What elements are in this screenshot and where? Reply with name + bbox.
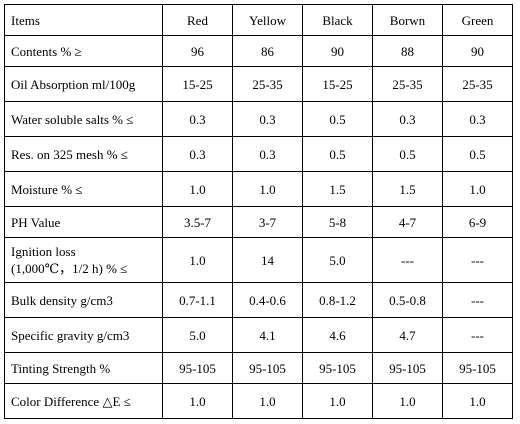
cell-yellow: 14 <box>232 237 303 283</box>
table-row: Oil Absorption ml/100g 15-25 25-35 15-25… <box>4 66 513 102</box>
table-row: Contents % ≥ 96 86 90 88 90 <box>4 35 513 67</box>
row-label: Tinting Strength % <box>4 352 163 384</box>
cell-red: 15-25 <box>162 66 233 102</box>
header-red: Red <box>162 4 233 36</box>
cell-black: 0.5 <box>302 136 373 172</box>
row-label-line: Ignition loss <box>11 244 76 259</box>
cell-yellow: 1.0 <box>232 383 303 419</box>
cell-green: 1.0 <box>442 383 513 419</box>
row-label: Water soluble salts % ≤ <box>4 101 163 137</box>
cell-yellow: 3-7 <box>232 206 303 238</box>
cell-green: 90 <box>442 35 513 67</box>
table-row: Ignition loss (1,000℃，1/2 h) % ≤ 1.0 14 … <box>4 237 513 283</box>
cell-red: 1.0 <box>162 237 233 283</box>
row-label: PH Value <box>4 206 163 238</box>
cell-yellow: 0.3 <box>232 136 303 172</box>
row-label: Bulk density g/cm3 <box>4 282 163 318</box>
cell-black: 5-8 <box>302 206 373 238</box>
cell-black: 15-25 <box>302 66 373 102</box>
cell-green: --- <box>442 282 513 318</box>
table-row: Res. on 325 mesh % ≤ 0.3 0.3 0.5 0.5 0.5 <box>4 136 513 172</box>
table-row: Bulk density g/cm3 0.7-1.1 0.4-0.6 0.8-1… <box>4 282 513 318</box>
cell-green: 0.5 <box>442 136 513 172</box>
cell-red: 0.3 <box>162 101 233 137</box>
row-label: Color Difference △E ≤ <box>4 383 163 419</box>
row-label-line: (1,000℃，1/2 h) % ≤ <box>11 261 128 276</box>
table-row: PH Value 3.5-7 3-7 5-8 4-7 6-9 <box>4 206 513 238</box>
cell-red: 5.0 <box>162 317 233 353</box>
cell-red: 96 <box>162 35 233 67</box>
cell-brown: 88 <box>372 35 443 67</box>
cell-black: 1.0 <box>302 383 373 419</box>
cell-green: 1.0 <box>442 171 513 207</box>
table-row: Tinting Strength % 95-105 95-105 95-105 … <box>4 352 513 384</box>
cell-green: --- <box>442 237 513 283</box>
cell-yellow: 0.3 <box>232 101 303 137</box>
header-yellow: Yellow <box>232 4 303 36</box>
cell-brown: 0.5 <box>372 136 443 172</box>
header-green: Green <box>442 4 513 36</box>
cell-brown: 4-7 <box>372 206 443 238</box>
pigment-spec-table: Items Red Yellow Black Borwn Green Conte… <box>4 4 513 419</box>
cell-brown: --- <box>372 237 443 283</box>
cell-black: 4.6 <box>302 317 373 353</box>
header-items: Items <box>4 4 163 36</box>
cell-green: --- <box>442 317 513 353</box>
cell-black: 90 <box>302 35 373 67</box>
cell-yellow: 1.0 <box>232 171 303 207</box>
cell-red: 95-105 <box>162 352 233 384</box>
cell-black: 1.5 <box>302 171 373 207</box>
table-row: Color Difference △E ≤ 1.0 1.0 1.0 1.0 1.… <box>4 383 513 419</box>
table-row: Moisture % ≤ 1.0 1.0 1.5 1.5 1.0 <box>4 171 513 207</box>
cell-brown: 1.5 <box>372 171 443 207</box>
cell-green: 6-9 <box>442 206 513 238</box>
cell-green: 25-35 <box>442 66 513 102</box>
row-label: Ignition loss (1,000℃，1/2 h) % ≤ <box>4 237 163 283</box>
cell-yellow: 0.4-0.6 <box>232 282 303 318</box>
table-body: Items Red Yellow Black Borwn Green Conte… <box>4 4 513 419</box>
header-brown: Borwn <box>372 4 443 36</box>
cell-yellow: 25-35 <box>232 66 303 102</box>
row-label: Oil Absorption ml/100g <box>4 66 163 102</box>
cell-red: 1.0 <box>162 171 233 207</box>
cell-black: 5.0 <box>302 237 373 283</box>
row-label: Moisture % ≤ <box>4 171 163 207</box>
cell-red: 0.3 <box>162 136 233 172</box>
header-row: Items Red Yellow Black Borwn Green <box>4 4 513 36</box>
cell-red: 3.5-7 <box>162 206 233 238</box>
cell-yellow: 95-105 <box>232 352 303 384</box>
row-label: Specific gravity g/cm3 <box>4 317 163 353</box>
cell-yellow: 4.1 <box>232 317 303 353</box>
cell-brown: 0.5-0.8 <box>372 282 443 318</box>
cell-brown: 0.3 <box>372 101 443 137</box>
row-label: Res. on 325 mesh % ≤ <box>4 136 163 172</box>
cell-brown: 95-105 <box>372 352 443 384</box>
cell-black: 0.8-1.2 <box>302 282 373 318</box>
cell-brown: 1.0 <box>372 383 443 419</box>
cell-black: 95-105 <box>302 352 373 384</box>
cell-red: 0.7-1.1 <box>162 282 233 318</box>
row-label: Contents % ≥ <box>4 35 163 67</box>
cell-yellow: 86 <box>232 35 303 67</box>
header-black: Black <box>302 4 373 36</box>
cell-black: 0.5 <box>302 101 373 137</box>
cell-green: 95-105 <box>442 352 513 384</box>
cell-red: 1.0 <box>162 383 233 419</box>
cell-brown: 4.7 <box>372 317 443 353</box>
spec-table-container: Items Red Yellow Black Borwn Green Conte… <box>4 4 513 419</box>
cell-brown: 25-35 <box>372 66 443 102</box>
table-row: Water soluble salts % ≤ 0.3 0.3 0.5 0.3 … <box>4 101 513 137</box>
table-row: Specific gravity g/cm3 5.0 4.1 4.6 4.7 -… <box>4 317 513 353</box>
cell-green: 0.3 <box>442 101 513 137</box>
